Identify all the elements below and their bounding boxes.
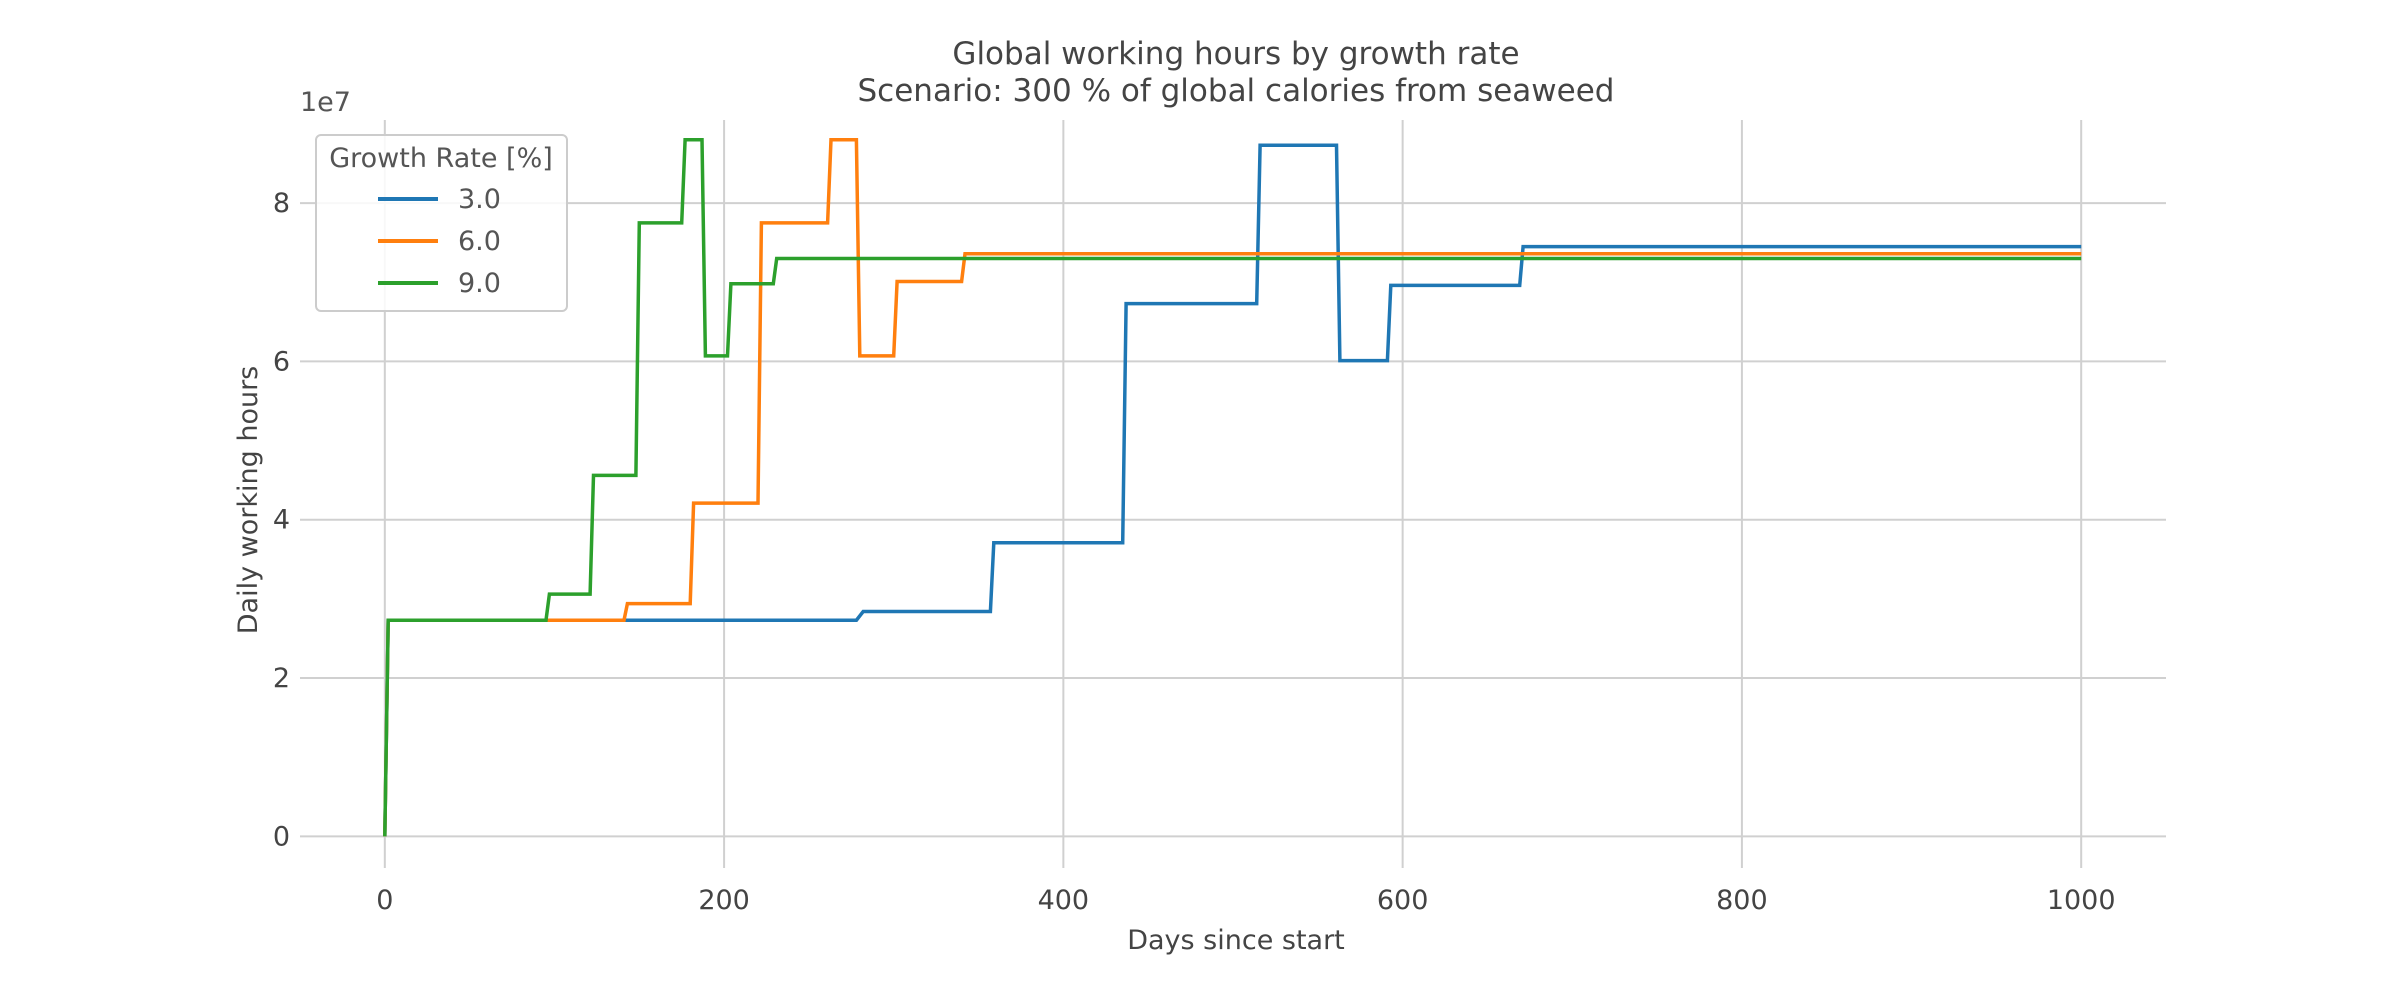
y-tick-label: 8: [273, 188, 290, 219]
legend-title: Growth Rate [%]: [329, 143, 553, 174]
x-tick-label: 800: [1716, 885, 1768, 916]
legend-label-9.0: 9.0: [458, 268, 501, 299]
x-tick-label: 400: [1038, 885, 1090, 916]
y-axis-label: Daily working hours: [233, 366, 264, 634]
x-tick-label: 200: [698, 885, 750, 916]
legend-frame: [315, 134, 568, 312]
legend: Growth Rate [%] 3.0 6.0 9.0: [315, 134, 568, 312]
series-line-3.0: [383, 143, 2082, 837]
grid: [300, 120, 2166, 868]
x-tick-label: 0: [376, 885, 393, 916]
x-axis-label: Days since start: [1127, 925, 1345, 956]
series-line-6.0: [383, 138, 2082, 837]
chart-title: Global working hours by growth rate: [952, 36, 1519, 72]
y-offset-label: 1e7: [300, 87, 351, 118]
chart-subtitle: Scenario: 300 % of global calories from …: [858, 73, 1615, 109]
legend-items: 3.0 6.0 9.0: [378, 184, 501, 299]
tick-labels: 0 200 400 600 800 1000 0 2 4 6 8: [273, 188, 2116, 916]
legend-label-3.0: 3.0: [458, 184, 501, 215]
y-tick-label: 4: [273, 505, 290, 536]
legend-label-6.0: 6.0: [458, 226, 501, 257]
y-tick-label: 2: [273, 663, 290, 694]
y-tick-label: 6: [273, 346, 290, 377]
series-line-9.0: [383, 138, 2082, 837]
x-tick-label: 1000: [2047, 885, 2116, 916]
x-tick-label: 600: [1377, 885, 1429, 916]
y-tick-label: 0: [273, 821, 290, 852]
series-lines: [383, 138, 2082, 837]
